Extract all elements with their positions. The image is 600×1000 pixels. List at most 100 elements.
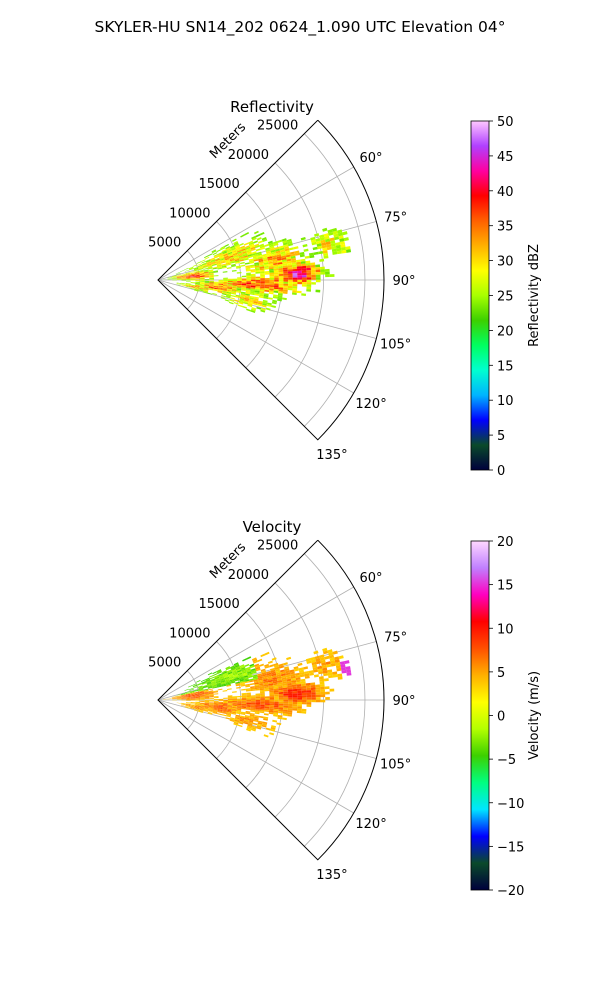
velocity-echo-cell xyxy=(305,682,311,686)
reflectivity-echo-cell xyxy=(231,269,237,272)
reflectivity-angular-tick-label-135: 135° xyxy=(316,448,347,463)
velocity-echo-cell xyxy=(250,696,256,699)
reflectivity-echo-cell xyxy=(189,271,195,273)
velocity-echo-cell xyxy=(246,701,252,703)
reflectivity-echo-cell xyxy=(254,263,260,267)
velocity-echo-cell xyxy=(322,667,328,671)
reflectivity-echo-cell xyxy=(271,305,276,309)
velocity-echo-cell xyxy=(172,698,177,699)
reflectivity-echo-cell xyxy=(278,287,284,290)
reflectivity-echo-cell xyxy=(226,292,232,295)
reflectivity-echo-cell xyxy=(320,239,326,244)
velocity-echo-cell xyxy=(242,673,248,677)
velocity-echo-cell xyxy=(204,695,210,697)
reflectivity-echo-cell xyxy=(203,287,209,290)
velocity-echo-cell xyxy=(189,707,195,709)
reflectivity-colorbar-tick-label-15: 15 xyxy=(497,359,514,374)
velocity-echo-cell xyxy=(206,680,211,684)
reflectivity-echo-cell xyxy=(209,273,214,276)
reflectivity-echo-cell xyxy=(255,289,260,292)
reflectivity-echo-cell xyxy=(219,256,225,259)
reflectivity-echo-cell xyxy=(209,280,214,282)
velocity-echo-cell xyxy=(207,685,213,688)
velocity-echo-cell xyxy=(209,702,214,704)
reflectivity-echo-cell xyxy=(198,266,203,269)
velocity-echo-cell xyxy=(189,691,195,693)
reflectivity-echo-cell xyxy=(200,277,205,279)
velocity-echo-cell xyxy=(274,697,279,700)
velocity-echo-cell xyxy=(243,675,249,678)
reflectivity-echo-cell xyxy=(292,271,298,274)
velocity-echo-cell xyxy=(228,675,234,678)
reflectivity-echo-cell xyxy=(211,262,217,265)
reflectivity-colorbar-tick-label-10: 10 xyxy=(497,394,514,409)
reflectivity-echo-cell xyxy=(285,252,291,256)
velocity-echo-cell xyxy=(246,705,251,708)
velocity-echo-cell xyxy=(253,660,258,664)
reflectivity-echo-cell xyxy=(231,291,237,294)
reflectivity-echo-cell xyxy=(203,269,209,272)
reflectivity-echo-cell xyxy=(289,251,295,255)
reflectivity-echo-cell xyxy=(204,284,210,286)
reflectivity-echo-cell xyxy=(226,249,232,253)
reflectivity-echo-cell xyxy=(200,259,206,263)
velocity-echo-cell xyxy=(222,671,228,675)
velocity-echo-cell xyxy=(218,673,223,676)
reflectivity-echo-cell xyxy=(273,266,279,269)
velocity-echo-cell xyxy=(284,668,290,672)
velocity-echo-cell xyxy=(235,714,241,717)
velocity-echo-cell xyxy=(243,676,249,680)
reflectivity-echo-cell xyxy=(209,283,214,285)
reflectivity-echo-cell xyxy=(238,301,244,305)
reflectivity-echo-cell xyxy=(306,284,312,287)
reflectivity-echo-cell xyxy=(283,285,289,288)
reflectivity-echo-cell xyxy=(205,259,211,262)
reflectivity-echo-cell xyxy=(260,283,265,285)
reflectivity-echo-cell xyxy=(221,265,227,268)
reflectivity-echo-cell xyxy=(233,255,239,258)
reflectivity-echo-cell xyxy=(337,232,344,237)
reflectivity-echo-cell xyxy=(288,281,293,284)
reflectivity-echo-cell xyxy=(227,280,233,283)
velocity-echo-cell xyxy=(239,677,244,681)
reflectivity-echo-cell xyxy=(207,266,213,269)
velocity-echo-cell xyxy=(241,703,247,706)
velocity-echo-cell xyxy=(249,712,255,716)
reflectivity-echo-cell xyxy=(224,299,230,302)
velocity-echo-cell xyxy=(299,674,305,678)
reflectivity-echo-cell xyxy=(233,301,239,305)
reflectivity-echo-cell xyxy=(213,288,218,291)
velocity-echo-cell xyxy=(240,665,245,669)
reflectivity-echo-cell xyxy=(204,285,210,287)
velocity-echo-cell xyxy=(195,701,201,703)
velocity-echo-cell xyxy=(310,656,316,661)
velocity-echo-cell xyxy=(284,670,290,674)
velocity-echo-cell xyxy=(213,698,219,700)
reflectivity-echo-cell xyxy=(246,281,252,283)
reflectivity-echo-cell xyxy=(259,271,265,274)
velocity-echo-cell xyxy=(298,669,304,673)
reflectivity-echo-cell xyxy=(235,261,241,264)
velocity-radial-tick-label-5000: 5000 xyxy=(148,656,181,671)
reflectivity-echo-cell xyxy=(283,279,289,282)
velocity-echo-cell xyxy=(203,690,209,692)
reflectivity-echo-cell xyxy=(292,279,298,282)
velocity-echo-cell xyxy=(217,688,223,691)
velocity-echo-cell xyxy=(209,676,215,680)
velocity-echo-cell xyxy=(226,688,232,691)
reflectivity-echo-cell xyxy=(209,277,214,279)
reflectivity-echo-cell xyxy=(277,239,283,243)
velocity-echo-cell xyxy=(253,677,259,681)
velocity-echo-cell xyxy=(185,705,191,707)
reflectivity-echo-cell xyxy=(220,247,226,251)
velocity-echo-cell xyxy=(176,695,182,698)
reflectivity-echo-cell xyxy=(194,272,200,275)
reflectivity-echo-cell xyxy=(262,303,267,306)
reflectivity-echo-cell xyxy=(267,259,273,263)
velocity-echo-cell xyxy=(282,713,288,717)
velocity-echo-cell xyxy=(186,698,191,700)
reflectivity-echo-cell xyxy=(302,243,308,248)
velocity-echo-cell xyxy=(266,672,272,676)
reflectivity-echo-cell xyxy=(311,272,316,275)
reflectivity-echo-cell xyxy=(288,275,293,278)
